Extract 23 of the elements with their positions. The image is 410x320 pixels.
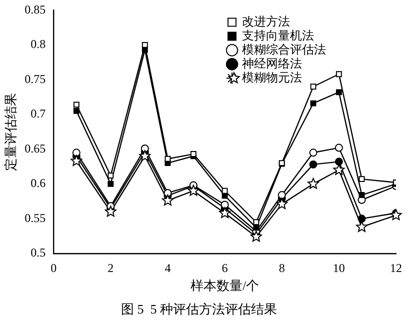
x-tick-label: 6 [222,260,228,275]
legend-label: 模糊综合评估法 [242,42,326,56]
legend-label: 改进方法 [242,14,290,28]
y-axis-title: 定量评估结果 [3,92,18,171]
y-tick-label: 0.7 [30,106,46,121]
legend-label: 支持向量机法 [242,28,314,42]
y-tick-label: 0.75 [24,72,46,86]
x-tick-label: 4 [164,260,171,275]
y-tick-label: 0.65 [24,141,46,156]
y-tick-label: 0.8 [30,37,46,52]
y-tick-label: 0.5 [30,246,46,260]
x-axis-title: 样本数量/个 [190,278,260,294]
legend-label: 模糊物元法 [242,70,302,84]
legend-label: 神经网络法 [242,56,302,70]
y-tick-label: 0.55 [24,210,46,225]
x-tick-label: 10 [332,260,345,275]
x-tick-label: 8 [278,260,285,275]
x-tick-label: 0 [50,260,57,275]
y-tick-label: 0.85 [24,2,46,16]
x-tick-label: 12 [390,260,402,275]
x-tick-label: 2 [108,260,114,275]
text: 图 5 5 种评估方法评估结果 [121,302,277,317]
y-tick-label: 0.6 [30,176,46,190]
